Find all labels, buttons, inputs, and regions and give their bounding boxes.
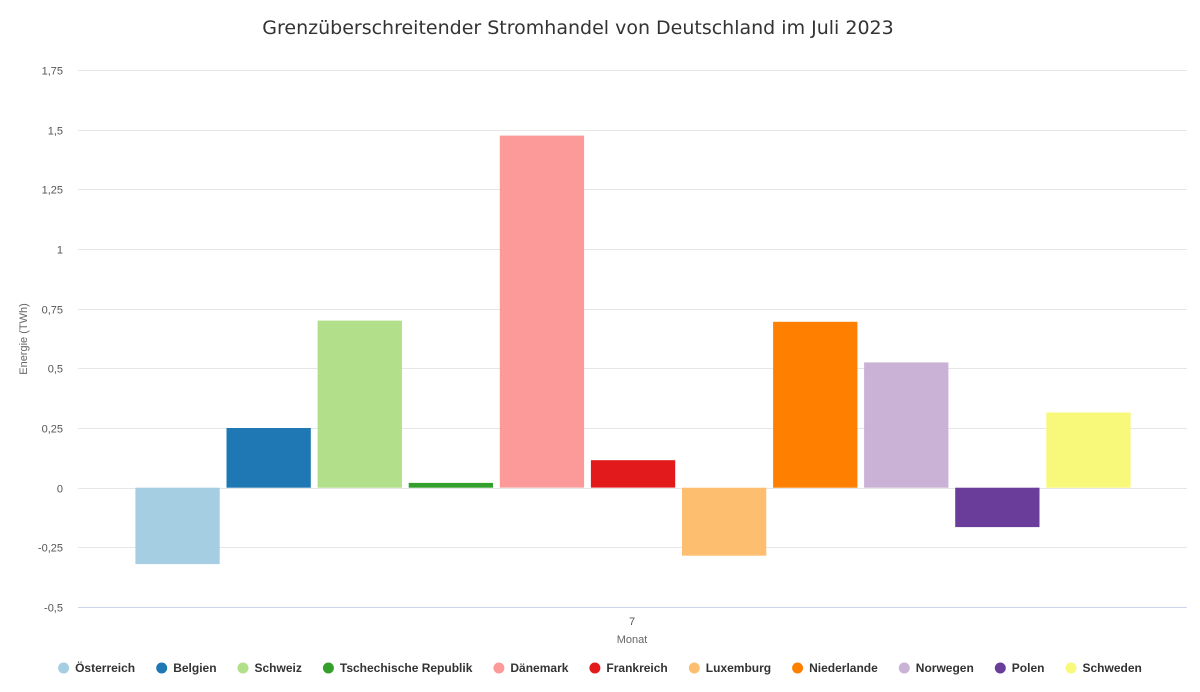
legend-label: Schweiz — [255, 661, 302, 675]
legend-item[interactable]: Österreich — [58, 660, 135, 675]
y-tick-label: 1,25 — [42, 185, 63, 197]
y-tick-label: 1,5 — [48, 126, 63, 138]
bar-dänemark[interactable] — [499, 135, 585, 488]
legend-item[interactable]: Dänemark — [493, 661, 569, 675]
legend-item[interactable]: Schweiz — [237, 661, 302, 675]
y-tick-label: 0,75 — [42, 305, 63, 317]
y-tick-label: 1,75 — [42, 66, 63, 78]
legend-marker — [322, 662, 334, 674]
legend-item[interactable]: Schweden — [1065, 661, 1142, 675]
legend-marker — [898, 662, 910, 674]
legend-marker — [688, 662, 700, 674]
bar-norwegen[interactable] — [864, 362, 949, 488]
bar-belgien[interactable] — [226, 428, 311, 488]
legend-marker — [493, 662, 505, 674]
bar-schweden[interactable] — [1046, 412, 1131, 488]
legend-marker — [792, 662, 804, 674]
legend-label: Österreich — [75, 660, 135, 675]
legend-item[interactable]: Tschechische Republik — [322, 661, 473, 675]
legend-label: Tschechische Republik — [340, 661, 473, 675]
y-tick-label: 0 — [57, 484, 63, 496]
legend-label: Dänemark — [510, 661, 568, 675]
bar-schweiz[interactable] — [317, 320, 402, 488]
legend-item[interactable]: Polen — [994, 661, 1045, 675]
bar-polen[interactable] — [955, 487, 1040, 528]
y-axis-title: Energie (TWh) — [18, 303, 30, 375]
y-tick-label: -0,25 — [38, 543, 63, 555]
legend-label: Luxemburg — [706, 661, 771, 675]
legend-item[interactable]: Norwegen — [898, 661, 974, 675]
bar-tschechische-republik[interactable] — [408, 482, 493, 488]
bar-luxemburg[interactable] — [682, 487, 767, 556]
legend-item[interactable]: Luxemburg — [688, 661, 771, 675]
bar-frankreich[interactable] — [590, 460, 676, 488]
legend: Österreich Belgien Schweiz Tschechische Rep… — [58, 660, 1142, 675]
x-tick-label: 7 — [629, 616, 635, 628]
bar-niederlande[interactable] — [773, 321, 858, 488]
y-tick-label: -0,5 — [44, 603, 63, 615]
bar-österreich[interactable] — [135, 487, 220, 565]
legend-marker — [58, 662, 70, 674]
legend-label: Niederlande — [809, 661, 878, 675]
legend-label: Schweden — [1083, 661, 1142, 675]
y-tick-label: 0,25 — [42, 424, 63, 436]
bars — [135, 135, 1131, 565]
legend-item[interactable]: Niederlande — [792, 661, 878, 675]
legend-item[interactable]: Frankreich — [589, 661, 668, 675]
y-tick-label: 1 — [57, 245, 63, 257]
y-axis-ticks: -0,5 -0,25 0 0,25 0,5 0,75 1 1,25 1,5 1,75 — [38, 66, 63, 615]
legend-item[interactable]: Belgien — [156, 661, 217, 675]
legend-label: Norwegen — [916, 661, 974, 675]
y-tick-label: 0,5 — [48, 364, 63, 376]
legend-marker — [1065, 662, 1077, 674]
legend-marker — [156, 662, 168, 674]
x-axis-title: Monat — [617, 634, 648, 646]
legend-label: Polen — [1012, 661, 1045, 675]
legend-label: Frankreich — [606, 661, 667, 675]
legend-marker — [237, 662, 249, 674]
legend-marker — [589, 662, 601, 674]
chart-title: Grenzüberschreitender Stromhandel von De… — [262, 17, 893, 39]
legend-label: Belgien — [173, 661, 216, 675]
legend-marker — [994, 662, 1006, 674]
